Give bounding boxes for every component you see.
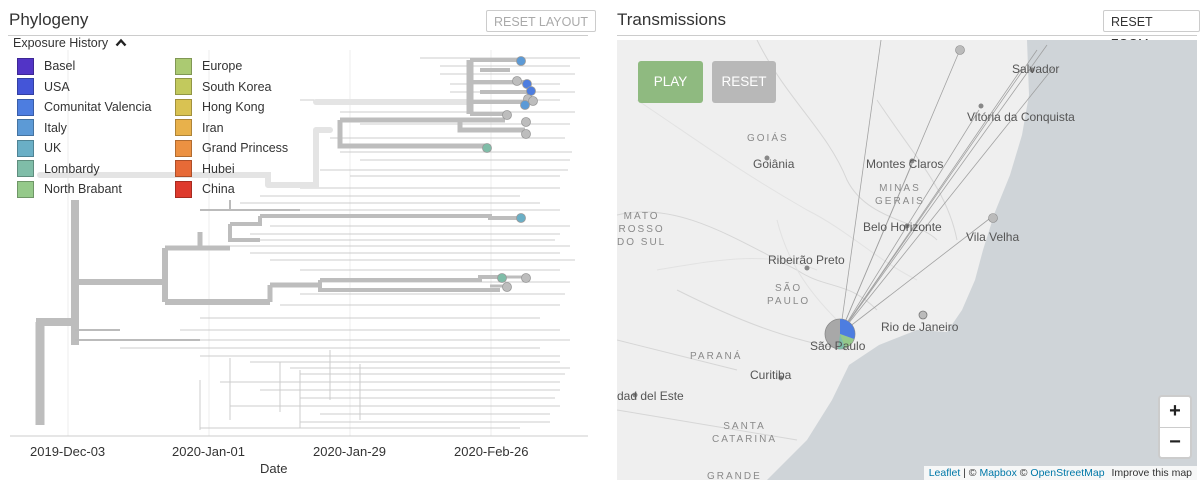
legend-swatch xyxy=(17,180,34,198)
legend-label: Lombardy xyxy=(44,161,100,176)
city-label: Goiânia xyxy=(753,157,795,171)
legend-swatch xyxy=(17,139,34,157)
legend-item[interactable]: China xyxy=(175,180,235,198)
legend-item[interactable]: Lombardy xyxy=(17,160,100,178)
exposure-history-toggle[interactable]: Exposure History xyxy=(13,36,127,50)
axis-tick: 2019-Dec-03 xyxy=(30,444,106,459)
legend-item[interactable]: UK xyxy=(17,139,61,157)
exposure-history-label: Exposure History xyxy=(13,36,109,50)
city-label: Curitiba xyxy=(750,368,792,382)
city-label: Vila Velha xyxy=(966,230,1020,244)
axis-tick: 2020-Feb-26 xyxy=(454,444,529,459)
sao-paulo-pie xyxy=(824,318,856,350)
legend-swatch xyxy=(175,78,192,95)
legend-item[interactable]: Grand Princess xyxy=(175,139,288,157)
legend-swatch xyxy=(175,57,192,75)
reset-button[interactable]: RESET xyxy=(712,61,776,103)
legend-swatch xyxy=(175,180,192,198)
attribution-separator: © xyxy=(1016,467,1031,479)
chevron-up-icon xyxy=(115,38,127,47)
legend-swatch xyxy=(175,139,192,157)
legend-item[interactable]: Iran xyxy=(175,119,224,137)
reset-zoom-button[interactable]: RESET ZOOM xyxy=(1103,10,1200,51)
region-label: GOIÁS xyxy=(747,133,789,144)
legend-item[interactable]: South Korea xyxy=(175,78,272,96)
zoom-control: + − xyxy=(1158,395,1192,459)
region-label: GRANDE xyxy=(707,471,762,480)
axis-title: Date xyxy=(260,461,288,476)
legend-label: USA xyxy=(44,79,70,94)
legend-label: Europe xyxy=(202,59,243,73)
legend-item[interactable]: Comunitat Valencia xyxy=(17,98,151,116)
city-label: Montes Claros xyxy=(866,157,944,171)
map-basemap xyxy=(617,40,1197,480)
city-label: dad del Este xyxy=(617,389,684,403)
legend-swatch xyxy=(17,78,34,95)
improve-map-link[interactable]: Improve this map xyxy=(1111,467,1192,479)
legend-label: UK xyxy=(44,141,62,155)
map-attribution: Leaflet | © Mapbox © OpenStreetMap Impro… xyxy=(923,466,1197,480)
legend-swatch xyxy=(17,119,34,136)
legend-label: Hong Kong xyxy=(202,100,265,114)
legend-swatch xyxy=(175,119,192,136)
legend-item[interactable]: Europe xyxy=(175,57,242,75)
reset-layout-button[interactable]: RESET LAYOUT xyxy=(486,10,597,32)
legend-item[interactable]: Hong Kong xyxy=(175,98,265,116)
city-label: Vitória da Conquista xyxy=(967,110,1075,124)
city-label: Ribeirão Preto xyxy=(768,253,845,267)
zoom-in-button[interactable]: + xyxy=(1160,397,1190,428)
city-label: Belo Horizonte xyxy=(863,220,942,234)
region-label: MINAS GERAIS xyxy=(875,183,925,207)
region-label: MATO ROSSO DO SUL xyxy=(617,211,667,248)
legend-label: North Brabant xyxy=(44,182,122,196)
phylogeny-divider xyxy=(8,35,588,36)
region-label: SÃO PAULO xyxy=(767,283,811,307)
city-label: Rio de Janeiro xyxy=(881,320,959,334)
leaflet-link[interactable]: Leaflet xyxy=(928,467,961,479)
legend-label: Basel xyxy=(44,59,76,73)
region-label: SANTA CATARINA xyxy=(712,421,778,445)
legend-label: China xyxy=(202,182,235,196)
openstreetmap-link[interactable]: OpenStreetMap xyxy=(1030,467,1105,479)
legend-label: South Korea xyxy=(202,79,272,94)
axis-tick: 2020-Jan-29 xyxy=(313,444,386,459)
city-label: São Paulo xyxy=(810,339,866,353)
legend-item[interactable]: Basel xyxy=(17,57,75,75)
region-label: PARANÁ xyxy=(690,351,743,362)
legend-item[interactable]: Italy xyxy=(17,119,67,137)
phylogeny-tree[interactable] xyxy=(0,0,600,442)
mapbox-link[interactable]: Mapbox xyxy=(979,467,1017,479)
legend-swatch xyxy=(17,98,34,116)
legend-item[interactable]: USA xyxy=(17,78,70,96)
axis-tick: 2020-Jan-01 xyxy=(172,444,245,459)
legend-label: Iran xyxy=(202,120,224,135)
legend-item[interactable]: Hubei xyxy=(175,160,235,178)
legend-label: Comunitat Valencia xyxy=(44,100,152,114)
attribution-separator: | © xyxy=(960,467,980,479)
transmissions-divider xyxy=(617,35,1197,36)
transmissions-map[interactable]: Salvador Vitória da Conquista Goiânia Mo… xyxy=(617,40,1197,480)
legend-item[interactable]: North Brabant xyxy=(17,180,122,198)
legend-swatch xyxy=(175,160,192,177)
legend-label: Hubei xyxy=(202,161,235,176)
legend-swatch xyxy=(17,160,34,177)
legend-swatch xyxy=(175,98,192,116)
legend-label: Italy xyxy=(44,120,67,135)
transmissions-title: Transmissions xyxy=(617,10,726,29)
phylogeny-title: Phylogeny xyxy=(9,10,89,29)
legend-label: Grand Princess xyxy=(202,141,289,155)
play-button[interactable]: PLAY xyxy=(638,61,703,103)
legend-swatch xyxy=(17,57,34,75)
city-label: Salvador xyxy=(1012,62,1060,76)
zoom-out-button[interactable]: − xyxy=(1169,431,1181,453)
